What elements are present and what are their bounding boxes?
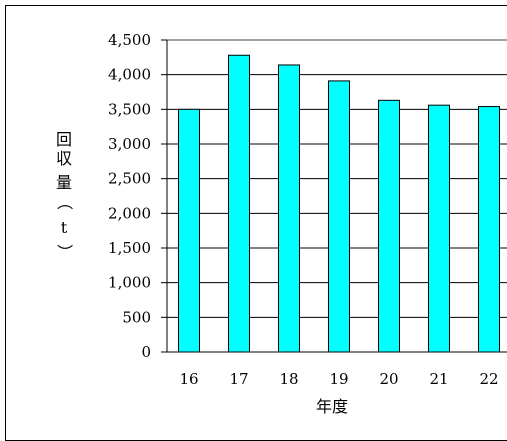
- x-tick-label: 20: [379, 370, 398, 388]
- y-axis-label: 回収量 （ t ）: [55, 130, 74, 260]
- y-tick-label: 2,000: [108, 204, 151, 222]
- x-tick-label: 22: [479, 370, 498, 388]
- x-tick-label: 18: [279, 370, 298, 388]
- bar-18: [278, 64, 300, 353]
- x-tick-label: 21: [429, 370, 448, 388]
- y-axis-label-char: ）: [55, 244, 74, 260]
- bar-21: [428, 104, 450, 353]
- y-tick-label: 3,000: [108, 135, 151, 153]
- y-axis-label-char: t: [61, 218, 68, 237]
- x-axis-label: 年度: [316, 397, 348, 416]
- axes: [166, 40, 507, 353]
- y-tick-label: 1,500: [108, 239, 151, 257]
- y-tick-label: 2,500: [108, 170, 151, 188]
- y-tick-label: 4,000: [108, 66, 151, 84]
- y-tick-label: 3,500: [108, 100, 151, 118]
- x-tick-labels: 16 17 18 19 20 21 22: [179, 370, 498, 388]
- x-tick-label: 16: [179, 370, 198, 388]
- y-tick-label: 500: [122, 308, 151, 326]
- chart-frame: [5, 5, 507, 441]
- bar-17: [228, 54, 250, 353]
- bar-19: [328, 80, 350, 353]
- y-axis-label-char: 回: [56, 130, 72, 149]
- y-tick-labels: 0 500 1,000 1,500 2,000 2,500 3,000 3,500 4,000 4…: [108, 31, 151, 361]
- bar-20: [378, 99, 400, 353]
- y-axis-label-char: （: [55, 194, 74, 210]
- y-axis-label-char: 量: [56, 173, 72, 192]
- y-axis-label-char: 収: [56, 149, 72, 168]
- y-tick-label: 4,500: [108, 31, 151, 49]
- y-tick-label: 1,000: [108, 274, 151, 292]
- bar-16: [178, 108, 200, 353]
- bar-22: [478, 106, 500, 353]
- x-tick-label: 17: [229, 370, 248, 388]
- y-tick-label: 0: [141, 343, 151, 361]
- bars: [178, 54, 500, 353]
- x-tick-label: 19: [329, 370, 348, 388]
